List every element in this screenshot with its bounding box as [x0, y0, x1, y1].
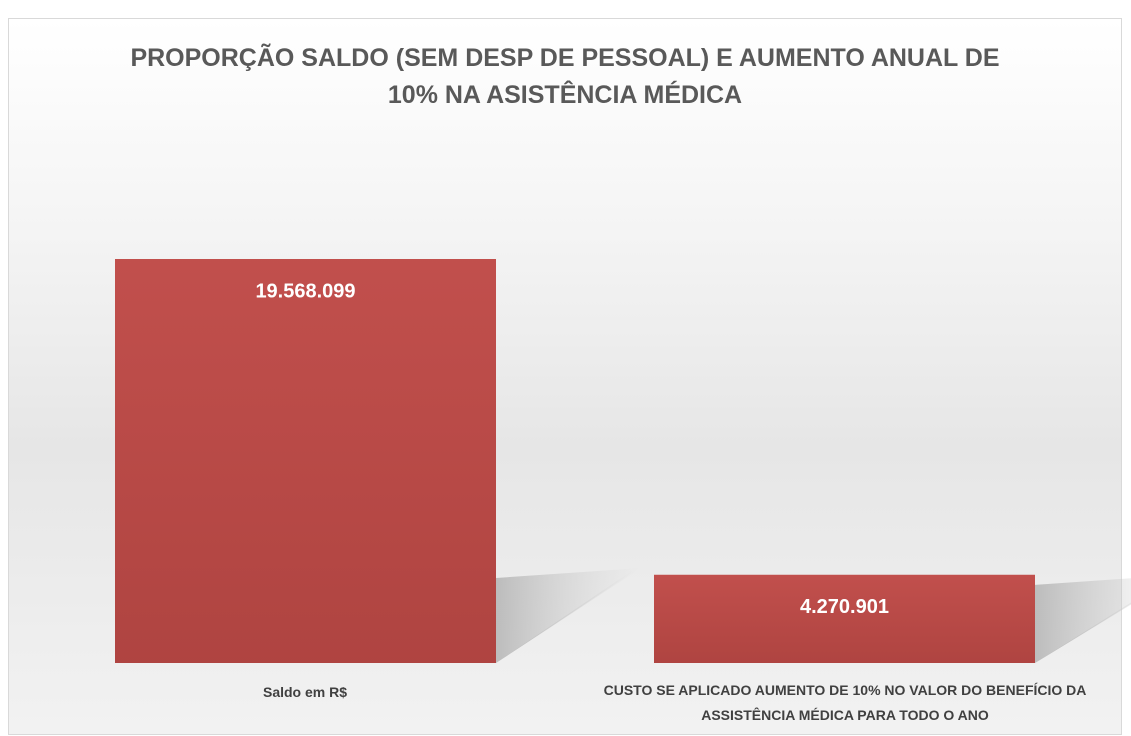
bar-shadow: [1035, 578, 1131, 663]
bar-shade: [115, 259, 496, 663]
bar-shade: [654, 574, 1035, 663]
data-label: 4.270.901: [800, 596, 889, 618]
chart-title: PROPORÇÃO SALDO (SEM DESP DE PESSOAL) E …: [130, 44, 1007, 109]
data-label: 19.568.099: [255, 280, 355, 302]
bar-shadow: [496, 568, 641, 663]
x-tick-label: CUSTO SE APLICADO AUMENTO DE 10% NO VALO…: [603, 682, 1087, 723]
bars: 19.568.099 4.270.901: [115, 259, 1131, 663]
x-tick-label: Saldo em R$: [262, 684, 348, 700]
